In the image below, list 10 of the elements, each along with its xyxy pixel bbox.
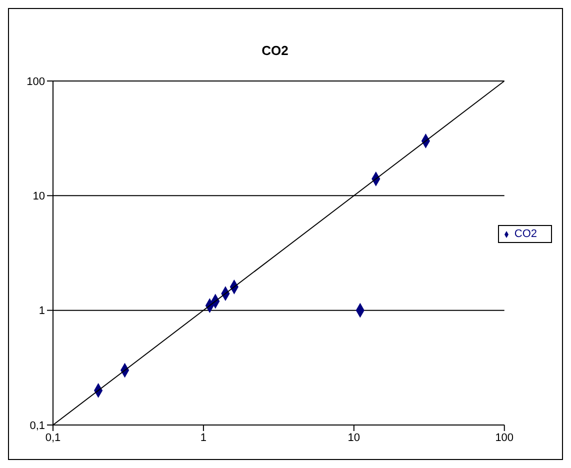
x-tick-label: 100 xyxy=(495,432,514,444)
y-tick-label: 100 xyxy=(26,76,45,88)
y-tick-label: 10 xyxy=(32,190,45,203)
x-tick-label: 1 xyxy=(200,432,207,444)
x-tick-label: 10 xyxy=(348,432,360,444)
x-tick-label: 0,1 xyxy=(45,432,61,444)
chart-title: CO2 xyxy=(260,43,290,58)
y-tick-label: 1 xyxy=(38,305,45,318)
y-tick-label: 0,1 xyxy=(30,420,45,432)
legend-label: CO2 xyxy=(514,228,537,240)
